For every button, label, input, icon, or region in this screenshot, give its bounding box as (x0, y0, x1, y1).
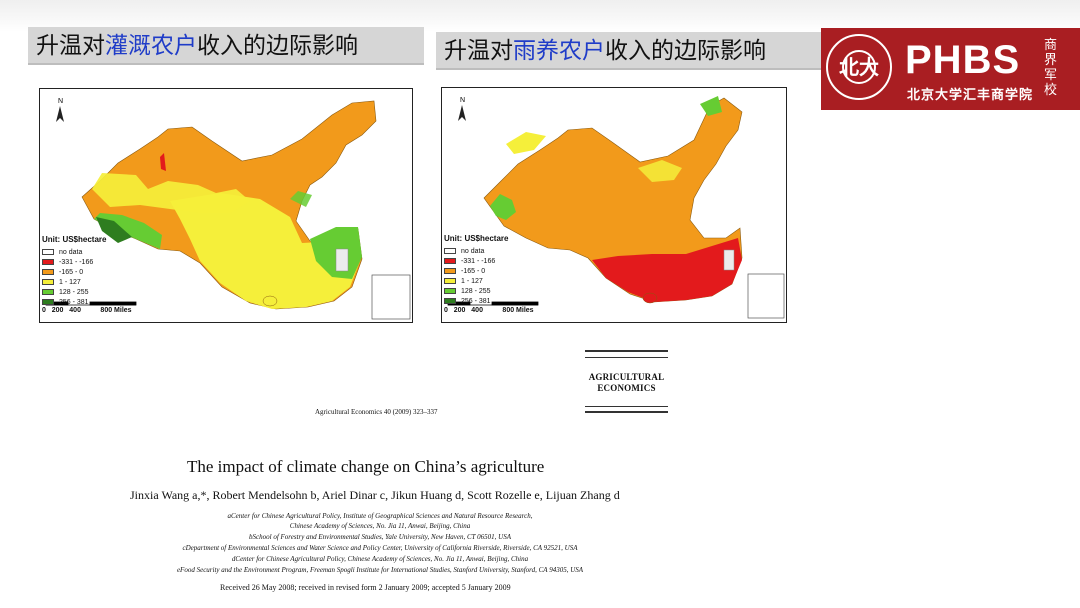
scale-bar-icon (45, 301, 137, 306)
svg-text:N: N (460, 97, 465, 104)
slide-title-irrigated: 升温对灌溉农户收入的边际影响 (28, 27, 424, 65)
map-region-yellow-north (92, 173, 250, 213)
map-rainfed: N Unit: US$hectare no data -331 - -166 -… (441, 87, 787, 323)
map-region-red (592, 238, 742, 302)
scale-labels-left: 0 200 400 800 Miles (42, 307, 132, 314)
china-map-rainfed: N (447, 96, 785, 319)
map-legend-right: Unit: US$hectare no data -331 - -166 -16… (444, 234, 508, 306)
svg-text:N: N (58, 98, 63, 105)
legend-label: 128 - 255 (461, 287, 491, 295)
legend-label: 1 - 127 (461, 277, 483, 285)
hainan-island (642, 292, 658, 304)
phbs-logo: 北大 PHBS 北京大学汇丰商学院 商界军校 (821, 28, 1080, 110)
legend-row: no data (444, 246, 508, 256)
map-region-yellow-north (638, 160, 682, 182)
legend-row: -331 - -166 (42, 257, 106, 267)
paper-authors: Jinxia Wang a,*, Robert Mendelsohn b, Ar… (130, 488, 620, 502)
legend-label: 1 - 127 (59, 278, 81, 286)
affiliation-line: Chinese Academy of Sciences, No. Jia 11,… (289, 522, 471, 530)
paper-title: The impact of climate change on China’s … (187, 457, 545, 476)
affiliation-line: cDepartment of Environmental Sciences an… (182, 544, 578, 552)
legend-row: 1 - 127 (444, 276, 508, 286)
south-sea-inset (371, 274, 411, 320)
logo-brand: PHBS (905, 38, 1021, 82)
map-legend-left: Unit: US$hectare no data -331 - -166 -16… (42, 235, 106, 307)
slide-title-rainfed: 升温对雨养农户收入的边际影响 (436, 32, 836, 70)
university-seal-icon: 北大 (826, 34, 892, 100)
legend-row: 128 - 255 (42, 287, 106, 297)
legend-label: no data (461, 247, 485, 255)
title-left-prefix: 升温对 (36, 33, 105, 59)
affiliation-line: bSchool of Forestry and Environmental St… (249, 533, 511, 541)
journal-rule-bottom (585, 406, 668, 413)
legend-row: 256 - 381 (444, 296, 508, 306)
legend-unit: Unit: US$hectare (444, 234, 509, 243)
logo-calligraphy: 商界军校 (1044, 38, 1058, 98)
north-arrow-icon: N (458, 97, 466, 121)
title-left-suffix: 收入的边际影响 (197, 33, 358, 59)
scale-labels-right: 0 200 400 800 Miles (444, 307, 534, 314)
title-right-suffix: 收入的边际影响 (605, 38, 766, 64)
north-arrow-icon: N (56, 98, 64, 122)
map-region-red (160, 153, 166, 171)
legend-label: no data (59, 248, 83, 256)
affiliation-line: aCenter for Chinese Agricultural Policy,… (227, 512, 533, 520)
legend-row: no data (42, 247, 106, 257)
paper-citation: Agricultural Economics 40 (2009) 323–337 (315, 408, 438, 416)
legend-row: 256 - 381 (42, 297, 106, 307)
legend-unit: Unit: US$hectare (42, 235, 107, 244)
south-sea-inset (747, 273, 785, 319)
affiliation-line: dCenter for Chinese Agricultural Policy,… (231, 555, 529, 563)
logo-subtitle: 北京大学汇丰商学院 (907, 88, 1034, 103)
china-map-irrigated: N (45, 98, 411, 320)
map-region-darkgreen (96, 217, 132, 243)
paper-received-dates: Received 26 May 2008; received in revise… (220, 583, 511, 592)
legend-row: -165 - 0 (444, 266, 508, 276)
affiliation-line: eFood Security and the Environment Progr… (176, 566, 584, 574)
seal-glyph: 北大 (839, 55, 879, 79)
top-gradient-band (0, 0, 1080, 32)
journal-name: AGRICULTURAL ECONOMICS (588, 372, 665, 393)
map-irrigated: N Unit: US$hectare no data -331 - -166 -… (39, 88, 413, 323)
title-right-prefix: 升温对 (444, 38, 513, 64)
journal-rule-top (585, 350, 668, 358)
legend-label: 256 - 381 (461, 297, 491, 305)
legend-label: -165 - 0 (59, 268, 84, 276)
scale-bar-icon (447, 301, 539, 306)
map-region-yellow (170, 193, 360, 309)
taiwan-region (335, 248, 349, 272)
map-region-green-center (290, 191, 312, 207)
legend-label: -331 - -166 (59, 258, 94, 266)
map-region-green-north (700, 96, 722, 116)
taiwan-region (723, 249, 735, 271)
legend-row: -331 - -166 (444, 256, 508, 266)
legend-row: 1 - 127 (42, 277, 106, 287)
hainan-island (262, 295, 278, 307)
legend-label: -165 - 0 (461, 267, 486, 275)
legend-row: 128 - 255 (444, 286, 508, 296)
legend-label: -331 - -166 (461, 257, 496, 265)
map-region-yellow (506, 132, 546, 154)
map-region-green (490, 194, 516, 220)
title-left-highlight: 灌溉农户 (105, 33, 197, 59)
map-base-region (483, 97, 743, 303)
title-right-highlight: 雨养农户 (513, 38, 605, 64)
legend-label: 128 - 255 (59, 288, 89, 296)
legend-label: 256 - 381 (59, 298, 89, 306)
legend-row: -165 - 0 (42, 267, 106, 277)
